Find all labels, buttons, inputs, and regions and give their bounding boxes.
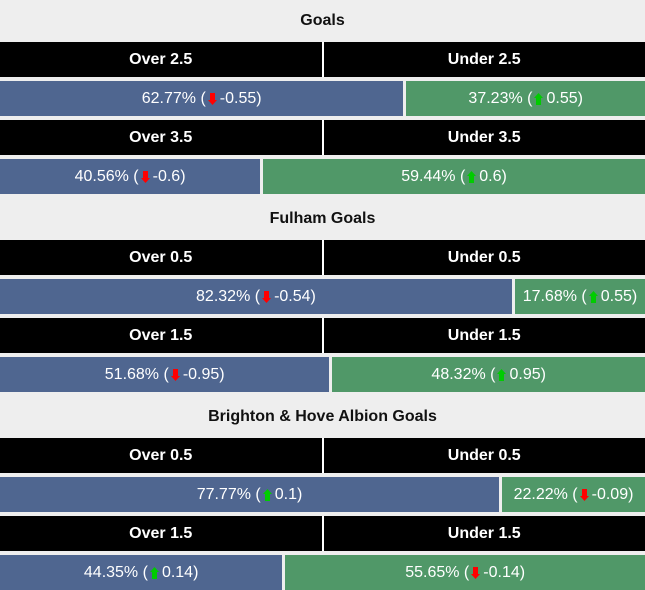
market-header: Over 0.5 Under 0.5 bbox=[0, 438, 645, 473]
over-change: -0.54) bbox=[274, 288, 316, 306]
up-arrow-icon bbox=[263, 489, 272, 501]
over-label: Over 1.5 bbox=[0, 516, 322, 551]
under-percentage: 59.44% ( bbox=[401, 168, 465, 186]
over-label: Over 1.5 bbox=[0, 318, 322, 353]
section-brighton-goals: Brighton & Hove Albion Goals Over 0.5 Un… bbox=[0, 396, 645, 590]
under-change: -0.14) bbox=[483, 564, 525, 582]
probability-bar: 82.32% ( -0.54) 17.68% ( 0.55) bbox=[0, 279, 645, 314]
down-arrow-icon bbox=[471, 567, 480, 579]
market-row: Over 2.5 Under 2.5 62.77% ( -0.55) 37.23… bbox=[0, 42, 645, 116]
section-title: Brighton & Hove Albion Goals bbox=[0, 396, 645, 438]
over-change: -0.95) bbox=[183, 366, 225, 384]
under-percentage: 17.68% ( bbox=[523, 288, 587, 306]
section-fulham-goals: Fulham Goals Over 0.5 Under 0.5 82.32% (… bbox=[0, 198, 645, 392]
under-percentage: 37.23% ( bbox=[468, 90, 532, 108]
under-label: Under 2.5 bbox=[324, 42, 645, 77]
under-label: Under 0.5 bbox=[324, 438, 645, 473]
probability-bar: 62.77% ( -0.55) 37.23% ( 0.55) bbox=[0, 81, 645, 116]
down-arrow-icon bbox=[141, 171, 150, 183]
over-change: 0.1) bbox=[275, 486, 303, 504]
probability-bar: 77.77% ( 0.1) 22.22% ( -0.09) bbox=[0, 477, 645, 512]
under-change: -0.09) bbox=[592, 486, 634, 504]
over-segment: 40.56% ( -0.6) bbox=[0, 159, 260, 194]
up-arrow-icon bbox=[589, 291, 598, 303]
down-arrow-icon bbox=[208, 93, 217, 105]
under-percentage: 48.32% ( bbox=[431, 366, 495, 384]
over-change: -0.6) bbox=[153, 168, 186, 186]
over-percentage: 44.35% ( bbox=[84, 564, 148, 582]
over-segment: 51.68% ( -0.95) bbox=[0, 357, 329, 392]
over-label: Over 2.5 bbox=[0, 42, 322, 77]
section-title: Goals bbox=[0, 0, 645, 42]
market-row: Over 1.5 Under 1.5 51.68% ( -0.95) 48.32… bbox=[0, 318, 645, 392]
over-label: Over 0.5 bbox=[0, 240, 322, 275]
under-percentage: 55.65% ( bbox=[405, 564, 469, 582]
market-header: Over 1.5 Under 1.5 bbox=[0, 516, 645, 551]
over-percentage: 77.77% ( bbox=[197, 486, 261, 504]
over-label: Over 3.5 bbox=[0, 120, 322, 155]
over-segment: 82.32% ( -0.54) bbox=[0, 279, 512, 314]
down-arrow-icon bbox=[580, 489, 589, 501]
under-segment: 22.22% ( -0.09) bbox=[502, 477, 645, 512]
up-arrow-icon bbox=[497, 369, 506, 381]
under-change: 0.55) bbox=[546, 90, 582, 108]
section-title: Fulham Goals bbox=[0, 198, 645, 240]
probability-bar: 51.68% ( -0.95) 48.32% ( 0.95) bbox=[0, 357, 645, 392]
under-segment: 37.23% ( 0.55) bbox=[406, 81, 645, 116]
over-label: Over 0.5 bbox=[0, 438, 322, 473]
under-segment: 48.32% ( 0.95) bbox=[332, 357, 645, 392]
probability-bar: 40.56% ( -0.6) 59.44% ( 0.6) bbox=[0, 159, 645, 194]
over-segment: 62.77% ( -0.55) bbox=[0, 81, 403, 116]
under-label: Under 0.5 bbox=[324, 240, 645, 275]
over-percentage: 40.56% ( bbox=[75, 168, 139, 186]
probability-bar: 44.35% ( 0.14) 55.65% ( -0.14) bbox=[0, 555, 645, 590]
market-header: Over 3.5 Under 3.5 bbox=[0, 120, 645, 155]
market-header: Over 0.5 Under 0.5 bbox=[0, 240, 645, 275]
under-segment: 55.65% ( -0.14) bbox=[285, 555, 645, 590]
under-segment: 17.68% ( 0.55) bbox=[515, 279, 645, 314]
over-segment: 44.35% ( 0.14) bbox=[0, 555, 282, 590]
under-label: Under 1.5 bbox=[324, 516, 645, 551]
under-change: 0.95) bbox=[509, 366, 545, 384]
over-change: 0.14) bbox=[162, 564, 198, 582]
over-percentage: 82.32% ( bbox=[196, 288, 260, 306]
over-percentage: 62.77% ( bbox=[142, 90, 206, 108]
down-arrow-icon bbox=[171, 369, 180, 381]
under-label: Under 3.5 bbox=[324, 120, 645, 155]
over-segment: 77.77% ( 0.1) bbox=[0, 477, 499, 512]
market-header: Over 2.5 Under 2.5 bbox=[0, 42, 645, 77]
under-segment: 59.44% ( 0.6) bbox=[263, 159, 645, 194]
market-header: Over 1.5 Under 1.5 bbox=[0, 318, 645, 353]
market-row: Over 1.5 Under 1.5 44.35% ( 0.14) 55.65%… bbox=[0, 516, 645, 590]
down-arrow-icon bbox=[262, 291, 271, 303]
market-row: Over 3.5 Under 3.5 40.56% ( -0.6) 59.44%… bbox=[0, 120, 645, 194]
section-goals: Goals Over 2.5 Under 2.5 62.77% ( -0.55)… bbox=[0, 0, 645, 194]
market-row: Over 0.5 Under 0.5 82.32% ( -0.54) 17.68… bbox=[0, 240, 645, 314]
under-label: Under 1.5 bbox=[324, 318, 645, 353]
under-change: 0.6) bbox=[479, 168, 507, 186]
market-row: Over 0.5 Under 0.5 77.77% ( 0.1) 22.22% … bbox=[0, 438, 645, 512]
over-percentage: 51.68% ( bbox=[105, 366, 169, 384]
under-change: 0.55) bbox=[601, 288, 637, 306]
over-change: -0.55) bbox=[220, 90, 262, 108]
under-percentage: 22.22% ( bbox=[514, 486, 578, 504]
up-arrow-icon bbox=[534, 93, 543, 105]
up-arrow-icon bbox=[467, 171, 476, 183]
up-arrow-icon bbox=[150, 567, 159, 579]
